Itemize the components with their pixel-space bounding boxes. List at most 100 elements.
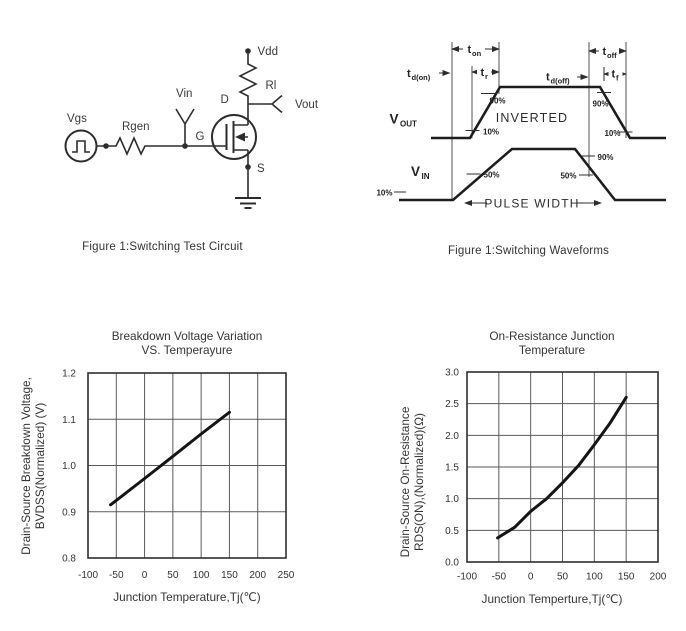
t-off-subscript: off: [607, 51, 617, 60]
rl-label: Rl: [266, 80, 277, 92]
x-tick-label: 50: [557, 572, 569, 583]
vout-fall-90-label: 90%: [593, 100, 609, 109]
source-label: S: [257, 163, 265, 175]
mosfet-terminals: [233, 104, 249, 167]
t-d-on-label: t: [407, 68, 411, 80]
y-tick-label: 1.5: [445, 463, 459, 474]
t-on-subscript: on: [472, 49, 482, 58]
t-r-label: t: [481, 67, 485, 79]
y-tick-label: 0.9: [62, 507, 76, 518]
on-resistance-chart: On-Resistance Junction Temperature Drain…: [398, 329, 667, 606]
label-mask: [463, 42, 485, 56]
breakdown-voltage-chart: Breakdown Voltage Variation VS. Temperay…: [19, 329, 295, 604]
label-mask: [599, 44, 619, 57]
circuit-caption: Figure 1:Switching Test Circuit: [82, 241, 243, 253]
inverted-label: INVERTED: [496, 111, 569, 125]
y-axis-label-line2: BVDSS(Normalized) (V): [33, 403, 47, 530]
x-tick-label: 200: [249, 570, 266, 581]
plot-border: [87, 372, 287, 559]
x-tick-label: 150: [221, 570, 238, 581]
chart-title-line2: VS. Temperayure: [142, 343, 233, 357]
x-axis-label: Junction Temperature,Tj(℃): [113, 590, 261, 604]
label-mask: [477, 65, 491, 78]
ground-icon: [235, 197, 261, 209]
chart-title-line2: Temperature: [519, 343, 586, 357]
y-axis-label-line1: Drain-Source Breakdown Voltage,: [19, 377, 33, 555]
vin-waveform: [399, 147, 666, 202]
chart-title-line1: On-Resistance Junction: [489, 329, 614, 343]
drain-label: D: [221, 94, 229, 106]
y-tick-label: 0.8: [62, 554, 76, 565]
y-tick-label: 1.2: [62, 369, 76, 380]
vin-label: Vin: [176, 88, 192, 100]
x-tick-label: -100: [457, 572, 477, 583]
vdd-node-dot: [245, 48, 251, 54]
x-tick-label: 200: [650, 572, 667, 583]
chart-title-line1: Breakdown Voltage Variation: [112, 329, 263, 343]
x-tick-label: 50: [167, 570, 179, 581]
plot-area: -100 -50 0 50 100 150 200 250 0.8 0.9 1.0 1.1 1.2: [62, 369, 295, 582]
node-dot: [103, 143, 109, 149]
vin-rise-50-label: 50%: [484, 171, 500, 180]
gate-wire-and-rgen-resistor: [96, 136, 227, 156]
vout-rise-90-label: 90%: [490, 97, 506, 106]
y-tick-label: 1.0: [62, 461, 76, 472]
t-r-subscript: r: [485, 72, 488, 81]
switching-test-circuit-diagram: Vgs Rgen Vin G D S Vdd Rl Vout: [64, 46, 319, 209]
vin-10-label: 10%: [376, 189, 392, 198]
plot-border: [466, 371, 659, 563]
x-axis-label: Junction Temperture,Tj(℃): [482, 592, 623, 606]
vout-waveform: [431, 85, 666, 140]
gate-label: G: [196, 131, 205, 143]
t-off-label: t: [603, 46, 607, 58]
x-tick-label: 100: [586, 572, 603, 583]
vin-probe-icon: [175, 108, 195, 146]
plot-area: -100 -50 0 50 100 150 200 0.0 0.5 1.0 1.5 2.0 2.5 3.0: [445, 368, 667, 583]
vout-signal-label: V: [390, 112, 399, 127]
switching-waveforms-diagram: t d(on) t on t r t d(off) t off t f V OU…: [376, 42, 666, 211]
x-tick-label: -50: [109, 570, 124, 581]
y-tick-label: 0.5: [445, 526, 459, 537]
mosfet-arrow-icon: [235, 132, 245, 142]
pulse-symbol-icon: [72, 140, 90, 153]
y-tick-label: 1.0: [445, 494, 459, 505]
y-axis-label-line1: Drain-Source On-Resistance: [398, 406, 412, 557]
vin-fall-90-label: 90%: [598, 153, 614, 162]
y-tick-label: 2.0: [445, 431, 459, 442]
y-axis-label-line2: RDS(ON),(Normalized)(Ω): [412, 413, 426, 551]
vout-rise-10-label: 10%: [483, 128, 499, 137]
t-d-off-label: t: [546, 72, 550, 84]
vdd-label: Vdd: [258, 46, 278, 58]
t-on-label: t: [468, 44, 472, 56]
vin-signal-subscript: IN: [422, 172, 430, 181]
vout-fall-10-label: 10%: [604, 129, 620, 138]
x-tick-label: 100: [193, 570, 210, 581]
x-tick-label: 150: [618, 572, 635, 583]
y-tick-label: 0.0: [445, 558, 459, 569]
vin-fall-50-label: 50%: [560, 172, 576, 181]
y-tick-label: 1.1: [62, 415, 76, 426]
pulse-source-icon: [64, 129, 98, 163]
x-tick-label: -100: [78, 570, 98, 581]
pulse-width-label: PULSE WIDTH: [484, 197, 579, 211]
x-tick-label: 250: [278, 570, 295, 581]
x-tick-label: -50: [492, 572, 507, 583]
x-tick-label: 0: [142, 570, 148, 581]
y-tick-label: 2.5: [445, 399, 459, 410]
label-mask: [608, 67, 623, 79]
t-d-on-subscript: d(on): [412, 73, 431, 82]
data-curve: [496, 395, 628, 540]
y-tick-label: 3.0: [445, 368, 459, 379]
vout-probe-icon: [248, 94, 283, 114]
rgen-label: Rgen: [122, 121, 150, 133]
waveforms-caption: Figure 1:Switching Waveforms: [447, 245, 610, 257]
t-d-off-subscript: d(off): [551, 77, 571, 86]
t-f-label: t: [612, 69, 616, 81]
rl-resistor: [238, 51, 258, 104]
vout-label: Vout: [295, 99, 319, 111]
vin-signal-label: V: [411, 164, 420, 179]
data-curve: [109, 410, 231, 507]
x-tick-label: 0: [528, 572, 534, 583]
vout-signal-subscript: OUT: [400, 120, 417, 129]
